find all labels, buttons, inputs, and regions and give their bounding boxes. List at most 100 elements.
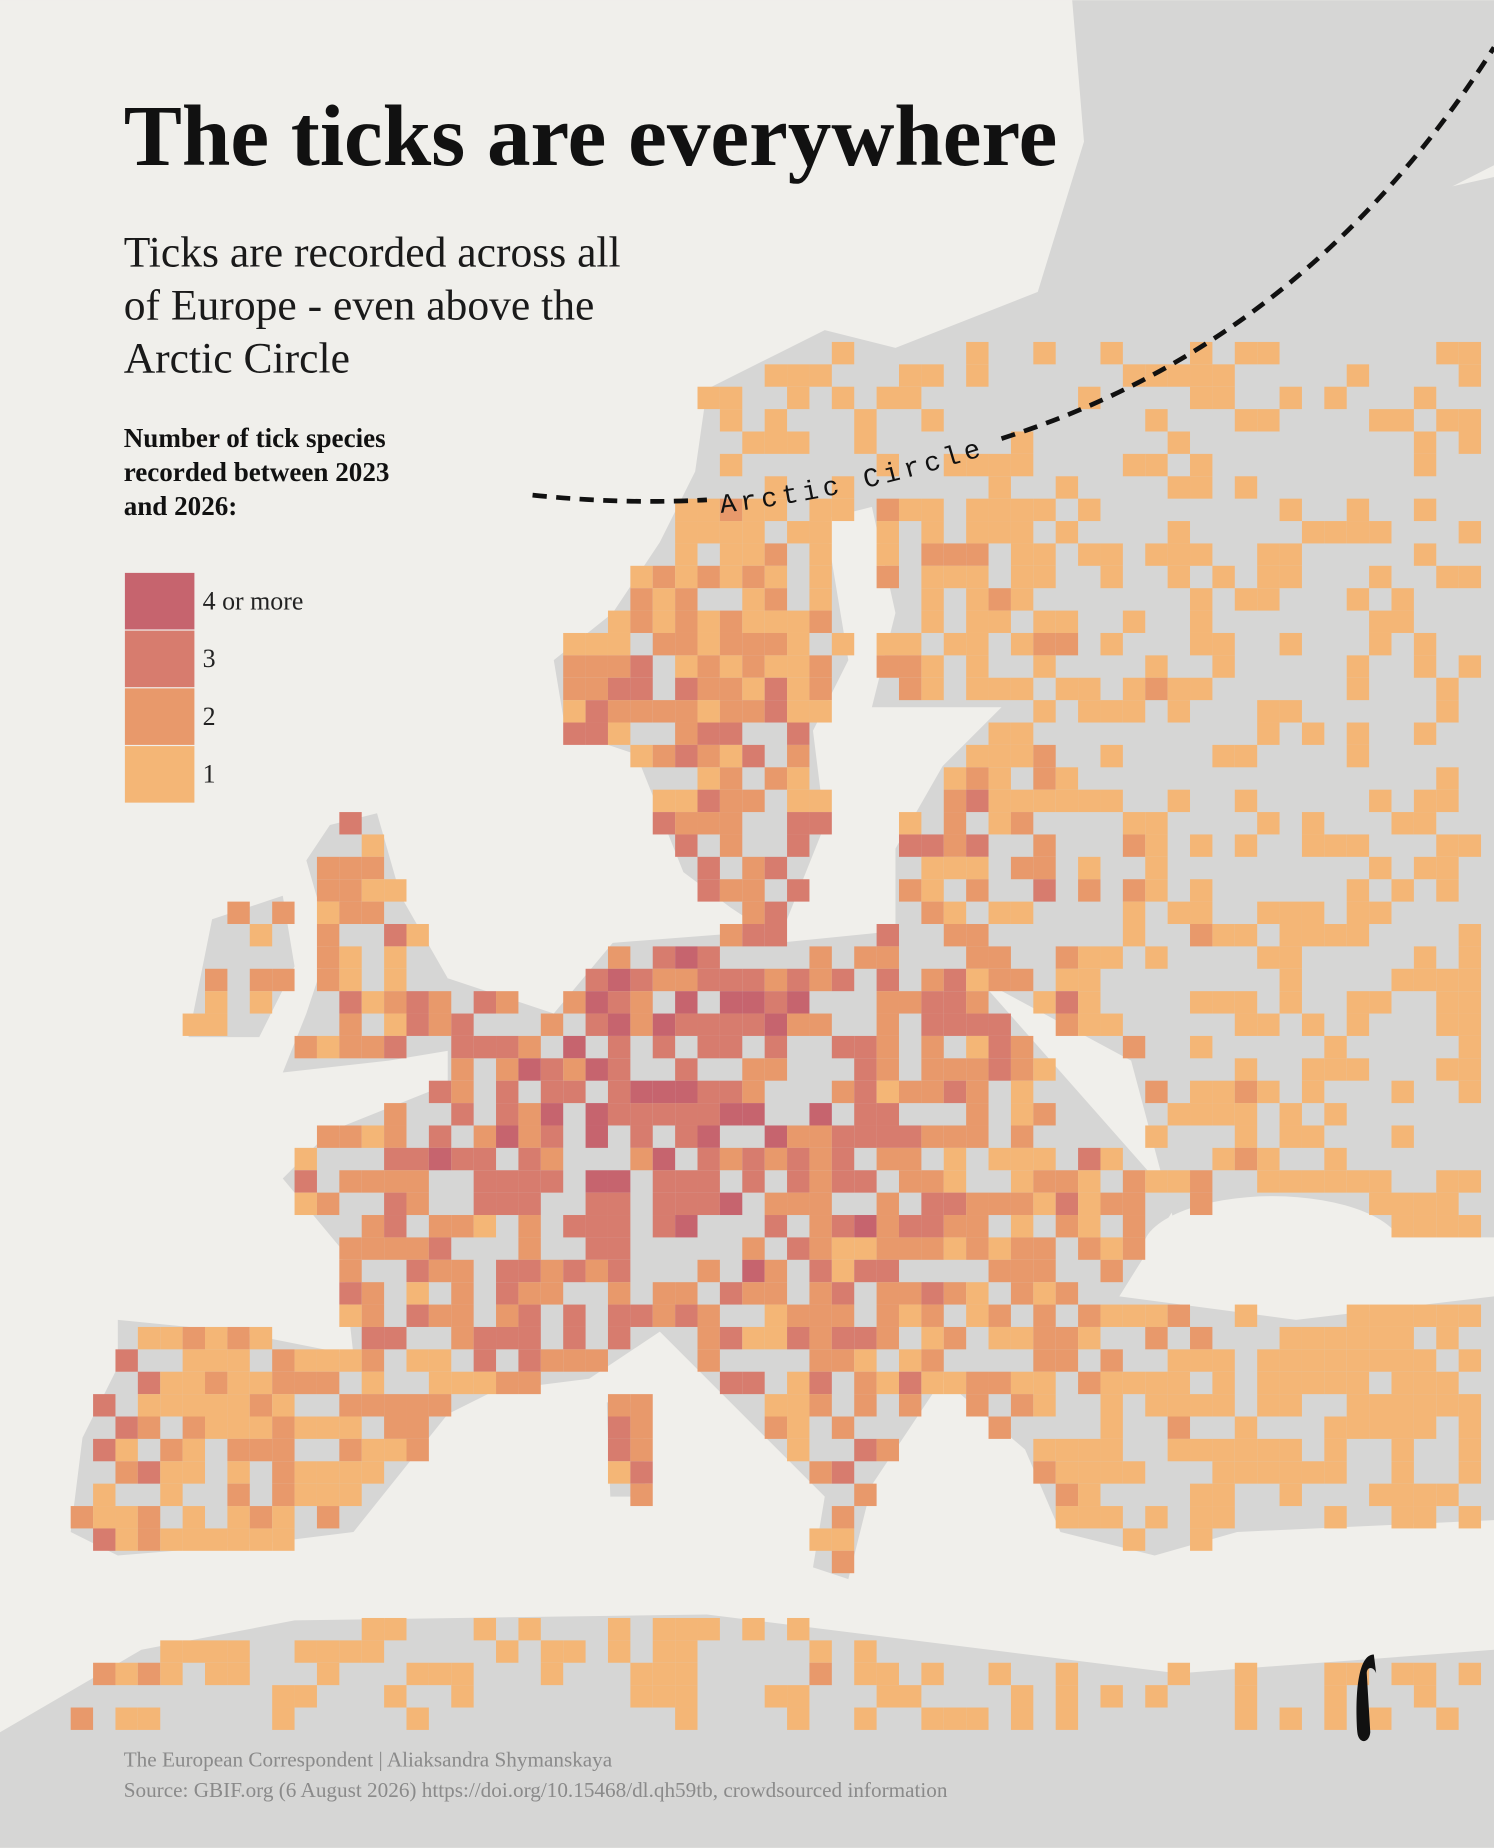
grid-cell (227, 1483, 250, 1507)
grid-cell (719, 655, 743, 678)
grid-cell (697, 767, 720, 790)
grid-cell (160, 1528, 183, 1551)
grid-cell (1346, 498, 1370, 522)
grid-cell (1055, 1506, 1079, 1529)
grid-cell (496, 1192, 519, 1216)
grid-cell (1078, 498, 1101, 522)
grid-cell (764, 1125, 788, 1148)
grid-cell (988, 1192, 1011, 1216)
grid-cell (607, 1416, 631, 1439)
grid-cell (719, 677, 743, 701)
grid-cell (876, 565, 899, 589)
grid-cell (1391, 1215, 1414, 1238)
grid-cell (831, 341, 855, 365)
grid-cell (384, 924, 407, 947)
grid-cell (1324, 1506, 1347, 1529)
grid-cell (137, 1662, 161, 1686)
grid-cell (160, 1438, 183, 1462)
grid-cell (1391, 1304, 1414, 1327)
grid-cell (876, 1058, 899, 1081)
grid-cell (339, 1438, 362, 1462)
grid-cell (966, 1304, 989, 1327)
grid-cell (652, 1170, 676, 1193)
grid-cell (473, 991, 497, 1014)
grid-cell (943, 1125, 967, 1148)
grid-cell (764, 632, 788, 656)
grid-cell (1279, 1170, 1302, 1193)
grid-cell (1010, 1058, 1034, 1081)
grid-cell (988, 789, 1011, 813)
grid-cell (630, 565, 653, 589)
grid-cell (607, 1080, 631, 1104)
grid-cell (921, 364, 944, 387)
grid-cell (652, 1640, 676, 1663)
grid-cell (205, 1326, 228, 1350)
grid-cell (854, 1483, 877, 1507)
grid-cell (630, 700, 653, 723)
grid-cell (1391, 610, 1414, 633)
grid-cell (697, 1170, 720, 1193)
grid-cell (227, 901, 250, 924)
grid-cell (1413, 1483, 1437, 1507)
grid-cell (1190, 610, 1213, 633)
grid-cell (339, 968, 362, 992)
grid-cell (1279, 924, 1302, 947)
grid-cell (384, 1685, 407, 1708)
grid-cell (1279, 991, 1302, 1014)
grid-cell (1122, 677, 1146, 701)
grid-cell (809, 1192, 832, 1216)
grid-cell (1033, 1237, 1056, 1260)
grid-cell (630, 588, 653, 611)
grid-cell (249, 968, 273, 992)
grid-cell (339, 1304, 362, 1327)
grid-cell (496, 1304, 519, 1327)
grid-cell (160, 1394, 183, 1417)
grid-cell (742, 1103, 765, 1126)
grid-cell (1346, 991, 1370, 1014)
grid-cell (316, 924, 340, 947)
grid-cell (1324, 1707, 1347, 1730)
grid-cell (1234, 924, 1258, 947)
grid-cell (787, 1371, 810, 1395)
grid-cell (854, 1371, 877, 1395)
grid-cell (406, 1707, 429, 1730)
subtitle-line: Arctic Circle (124, 335, 350, 383)
grid-cell (898, 364, 922, 387)
grid-cell (361, 1640, 385, 1663)
grid-cell (1436, 879, 1459, 902)
grid-cell (339, 856, 362, 880)
grid-cell (1033, 1170, 1056, 1193)
grid-cell (585, 655, 608, 678)
grid-cell (607, 655, 631, 678)
grid-cell (921, 1282, 944, 1305)
grid-cell (1055, 968, 1079, 992)
grid-cell (160, 1483, 183, 1507)
grid-cell (1122, 901, 1146, 924)
grid-cell (988, 812, 1011, 835)
grid-cell (630, 1304, 653, 1327)
grid-cell (1010, 968, 1034, 992)
grid-cell (898, 1125, 922, 1148)
grid-cell (1122, 1528, 1146, 1551)
grid-cell (607, 1103, 631, 1126)
grid-cell (607, 1394, 631, 1417)
grid-cell (988, 968, 1011, 992)
grid-cell (1234, 1125, 1258, 1148)
grid-cell (1458, 1013, 1482, 1036)
grid-cell (675, 655, 698, 678)
grid-cell (1212, 1080, 1235, 1104)
grid-cell (361, 1371, 385, 1395)
grid-cell (496, 1080, 519, 1104)
grid-cell (205, 1528, 228, 1551)
grid-cell (876, 924, 899, 947)
grid-cell (1346, 1326, 1370, 1350)
grid-cell (831, 1080, 855, 1104)
grid-cell (563, 1304, 586, 1327)
grid-cell (1100, 1371, 1123, 1395)
grid-cell (652, 812, 676, 835)
grid-cell (249, 1326, 273, 1350)
grid-cell (585, 1237, 608, 1260)
grid-cell (563, 655, 586, 678)
grid-cell (1145, 453, 1168, 477)
grid-cell (921, 498, 944, 522)
